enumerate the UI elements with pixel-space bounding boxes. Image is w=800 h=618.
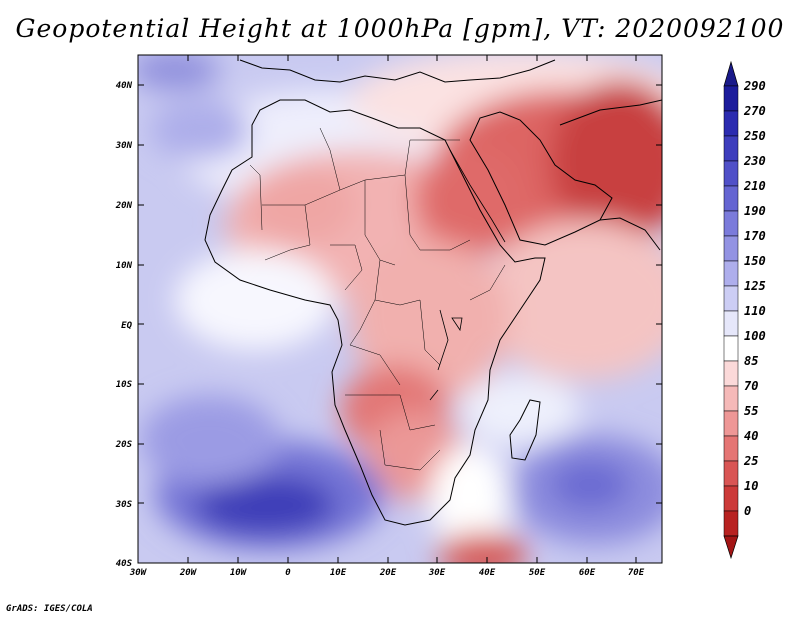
lon-label: 0 (285, 568, 291, 578)
colorbar-label: 40 (744, 429, 758, 443)
colorbar-cell (723, 160, 739, 187)
colorbar-cell (723, 335, 739, 362)
lat-label: 40S (116, 559, 133, 569)
colorbar-label: 0 (744, 504, 751, 518)
lon-label: 60E (579, 568, 596, 578)
lat-label: 10S (116, 380, 133, 390)
asia-coastline (559, 99, 662, 251)
lon-label: 30E (428, 568, 446, 578)
arabia-coastline (469, 111, 613, 246)
colorbar-label: 170 (744, 229, 766, 243)
colorbar-cell (723, 385, 739, 412)
colorbar-cell (723, 260, 739, 287)
colorbar-label: 100 (744, 329, 766, 343)
lat-label: 30S (115, 500, 133, 510)
lon-label: 20E (379, 568, 397, 578)
colorbar-cell (723, 485, 739, 512)
colorbar-cell (723, 310, 739, 337)
colorbar-cell (723, 210, 739, 237)
colorbar: 2902702502302101901701501251101008570554… (723, 60, 766, 560)
colorbar-label: 250 (743, 129, 766, 143)
madagascar (509, 399, 541, 461)
colorbar-cell (723, 510, 739, 537)
lat-label: 10N (116, 261, 133, 271)
lat-label: 40N (116, 81, 133, 91)
colorbar-cell (723, 235, 739, 262)
africa-coastline (204, 99, 546, 526)
map-frame (137, 54, 663, 564)
colorbar-cell (723, 110, 739, 137)
lat-label: 20N (115, 201, 133, 211)
colorbar-cell (723, 85, 739, 112)
colorbar-label: 150 (744, 254, 766, 268)
colorbar-top-arrow (723, 60, 739, 87)
chart-title: Geopotential Height at 1000hPa [gpm], VT… (15, 14, 785, 43)
colorbar-label: 70 (744, 379, 758, 393)
colorbar-label: 230 (743, 154, 766, 168)
lon-label: 70E (628, 568, 645, 578)
lon-label: 10W (230, 568, 248, 578)
europe-coastline (239, 59, 556, 83)
lon-label: 50E (529, 568, 546, 578)
colorbar-label: 25 (743, 454, 758, 468)
height-field (138, 55, 662, 563)
colorbar-label: 210 (743, 179, 766, 193)
colorbar-label: 190 (744, 204, 766, 218)
colorbar-cell (723, 410, 739, 437)
lon-label: 20W (179, 568, 198, 578)
colorbar-label: 270 (743, 104, 766, 118)
lat-label: EQ (121, 321, 132, 331)
colorbar-label: 290 (743, 79, 766, 93)
lat-label: 20S (115, 440, 133, 450)
colorbar-label: 10 (744, 479, 758, 493)
colorbar-cell (723, 135, 739, 162)
colorbar-label: 110 (744, 304, 766, 318)
colorbar-label: 55 (744, 404, 758, 418)
colorbar-label: 85 (744, 354, 758, 368)
lon-label: 10E (330, 568, 347, 578)
great-lakes (429, 309, 463, 401)
colorbar-label: 125 (744, 279, 766, 293)
lon-label: 30W (129, 568, 148, 578)
red-sea (449, 149, 506, 243)
colorbar-cell (723, 360, 739, 387)
lat-label: 30N (115, 141, 133, 151)
longitude-axis: 30W 20W 10W 0 10E 20E 30E 40E 50E 60E 70… (129, 55, 645, 578)
latitude-axis: 40N 30N 20N 10N EQ 10S 20S 30S 40S (115, 81, 662, 569)
lon-label: 40E (479, 568, 496, 578)
coastlines (204, 59, 662, 526)
colorbar-cell (723, 185, 739, 212)
colorbar-cell (723, 435, 739, 462)
colorbar-bottom-arrow (723, 535, 739, 560)
colorbar-cell (723, 460, 739, 487)
country-borders (249, 127, 506, 471)
colorbar-cell (723, 285, 739, 312)
grads-credit: GrADS: IGES/COLA (6, 604, 93, 614)
